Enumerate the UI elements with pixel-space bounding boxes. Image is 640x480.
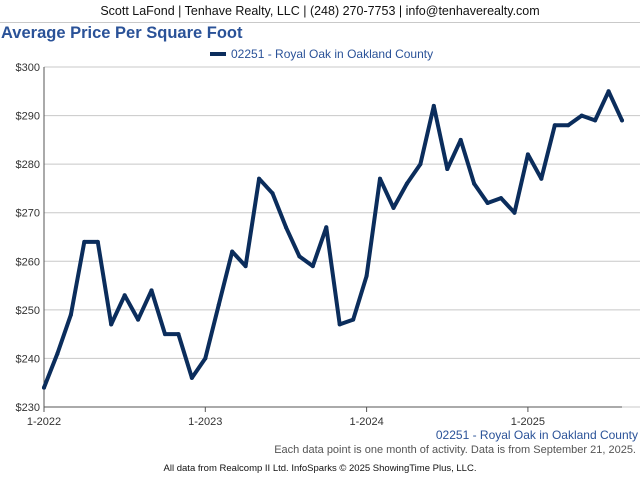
y-tick-label: $260: [16, 256, 40, 268]
data-point: [552, 123, 557, 128]
data-point: [539, 176, 544, 181]
data-point: [82, 239, 87, 244]
data-point: [230, 249, 235, 254]
data-point: [431, 103, 436, 108]
data-point: [404, 181, 409, 186]
data-point: [136, 317, 141, 322]
y-tick-label: $270: [16, 208, 40, 220]
data-point: [324, 225, 329, 230]
data-point: [512, 210, 517, 215]
footer-credit: All data from Realcomp II Ltd. InfoSpark…: [163, 463, 477, 474]
data-point: [378, 176, 383, 181]
x-tick-label: 1-2024: [349, 416, 383, 428]
data-point: [485, 201, 490, 205]
data-point: [55, 351, 60, 356]
data-point: [68, 312, 73, 317]
data-point: [216, 303, 221, 307]
data-point: [351, 317, 356, 322]
data-point: [283, 225, 288, 230]
data-point: [270, 191, 275, 196]
series-line: [42, 89, 624, 390]
y-tick-label: $300: [16, 62, 40, 74]
data-point: [203, 356, 208, 361]
x-axis: 1-2022 1-2023 1-2024 1-2025: [27, 406, 622, 428]
x-tick-label: 1-2023: [188, 416, 222, 428]
data-point: [445, 167, 450, 171]
data-point: [566, 123, 571, 128]
footer-note: Each data point is one month of activity…: [274, 444, 636, 456]
data-point: [297, 254, 302, 259]
y-tick-label: $240: [16, 353, 40, 365]
x-axis-title: 02251 - Royal Oak in Oakland County: [436, 428, 638, 442]
data-point: [189, 375, 194, 380]
y-tick-label: $230: [16, 402, 40, 414]
data-point: [122, 293, 127, 298]
data-point: [418, 162, 423, 167]
series-layer: [42, 89, 624, 390]
y-axis: $230 $240 $250 $260 $270 $280 $290 $300: [16, 62, 45, 414]
data-point: [364, 273, 369, 278]
data-point: [525, 152, 530, 157]
y-tick-label: $250: [16, 305, 40, 317]
data-point: [42, 385, 46, 390]
chart-title: Average Price Per Square Foot: [1, 24, 243, 42]
x-tick-label: 1-2022: [27, 416, 61, 428]
data-point: [243, 264, 248, 269]
data-point: [95, 239, 100, 244]
gridlines: [44, 66, 640, 408]
y-tick-label: $280: [16, 159, 40, 171]
data-point: [458, 137, 463, 142]
data-point: [593, 118, 598, 123]
x-tick-label: 1-2025: [511, 416, 545, 428]
data-point: [162, 332, 167, 337]
legend: 02251 - Royal Oak in Oakland County: [210, 47, 433, 61]
data-point: [472, 181, 477, 186]
data-point: [337, 322, 342, 327]
data-point: [310, 264, 315, 269]
data-point: [257, 176, 262, 181]
data-point: [109, 322, 114, 327]
data-point: [579, 113, 584, 118]
data-point: [391, 205, 396, 210]
data-point: [620, 118, 624, 123]
data-point: [149, 288, 154, 293]
data-point: [176, 332, 181, 337]
y-tick-label: $290: [16, 111, 40, 123]
legend-label: 02251 - Royal Oak in Oakland County: [231, 47, 433, 61]
data-point: [606, 89, 611, 94]
contact-header: Scott LaFond | Tenhave Realty, LLC | (24…: [0, 0, 640, 23]
data-point: [499, 196, 504, 201]
